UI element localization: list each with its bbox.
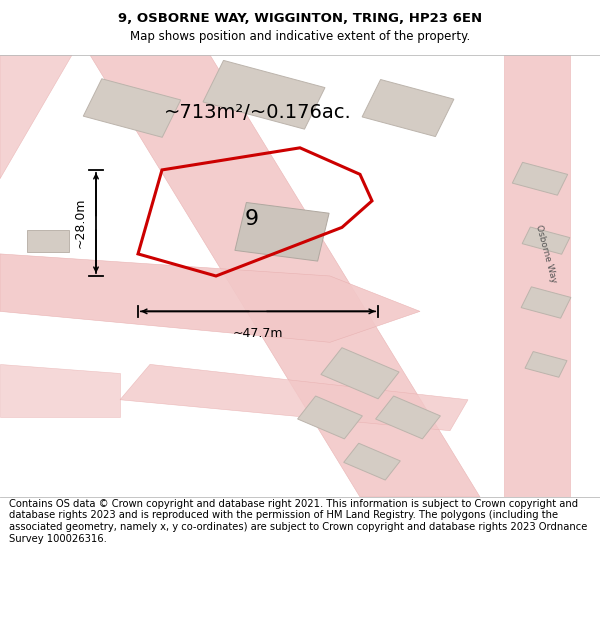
Polygon shape [27,229,69,252]
Polygon shape [512,162,568,195]
Text: Contains OS data © Crown copyright and database right 2021. This information is : Contains OS data © Crown copyright and d… [9,499,587,544]
Polygon shape [521,287,571,318]
Polygon shape [344,443,400,480]
Polygon shape [522,227,570,254]
Text: 9: 9 [245,209,259,229]
Text: ~713m²/~0.176ac.: ~713m²/~0.176ac. [164,103,352,122]
Polygon shape [525,351,567,378]
Polygon shape [83,79,181,138]
Text: Osborne Way: Osborne Way [534,224,558,284]
Polygon shape [235,202,329,261]
Text: Map shows position and indicative extent of the property.: Map shows position and indicative extent… [130,30,470,43]
Text: ~28.0m: ~28.0m [74,198,87,248]
Text: ~47.7m: ~47.7m [233,327,283,340]
Polygon shape [0,55,72,179]
Polygon shape [203,61,325,129]
Polygon shape [298,396,362,439]
Polygon shape [0,254,420,343]
Text: 9, OSBORNE WAY, WIGGINTON, TRING, HP23 6EN: 9, OSBORNE WAY, WIGGINTON, TRING, HP23 6… [118,12,482,25]
Polygon shape [504,55,570,497]
Polygon shape [376,396,440,439]
Polygon shape [120,364,468,431]
Polygon shape [362,79,454,136]
Polygon shape [90,55,480,497]
Polygon shape [0,364,120,418]
Polygon shape [321,348,399,399]
